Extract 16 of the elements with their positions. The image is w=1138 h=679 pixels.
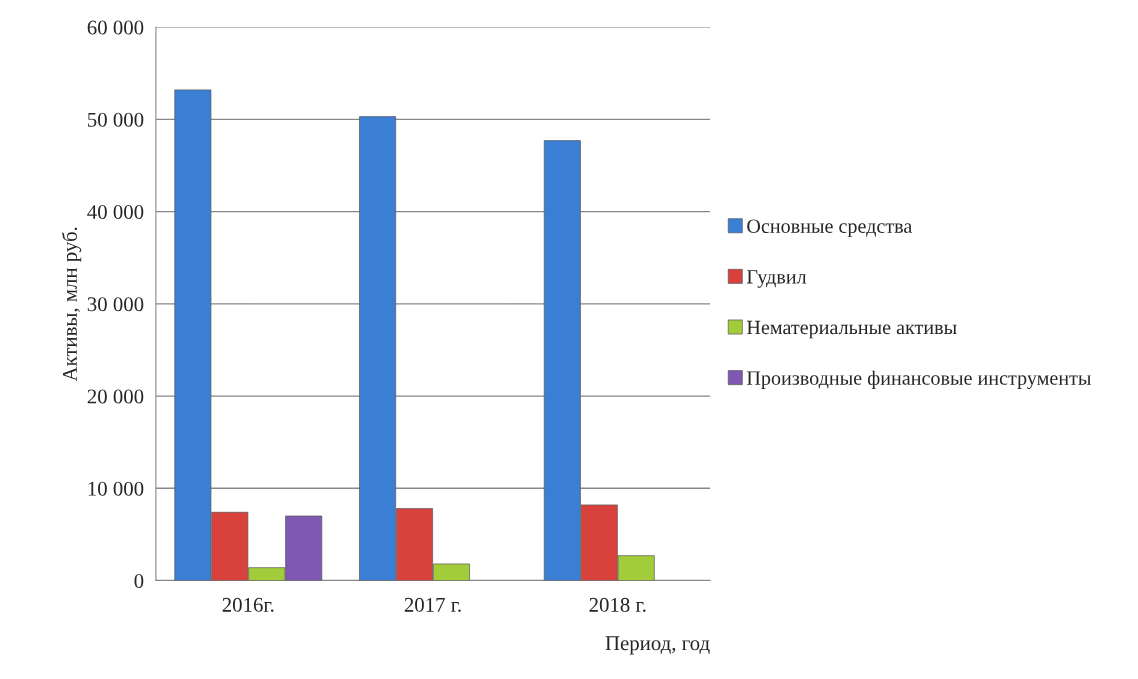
legend-label: Основные средства bbox=[747, 219, 913, 238]
legend-label: Производные финансовые инструменты bbox=[746, 370, 1091, 390]
x-tick-label: 2016г. bbox=[222, 597, 274, 612]
y-tick-label: 10 000 bbox=[88, 481, 144, 496]
x-tick-label: 2017 г. bbox=[404, 597, 461, 612]
legend-label: Нематериальные активы bbox=[746, 320, 957, 339]
y-tick-label: 60 000 bbox=[87, 20, 144, 35]
y-tick-label: 50 000 bbox=[88, 112, 144, 127]
y-axis-title: Активы, млн руб. bbox=[61, 227, 82, 382]
x-axis-title: Период, год bbox=[605, 636, 710, 655]
y-tick-label: 30 000 bbox=[87, 297, 144, 312]
x-tick-label: 2018 г. bbox=[589, 597, 646, 612]
y-tick-label: 0 bbox=[134, 573, 144, 588]
y-tick-label: 40 000 bbox=[87, 205, 144, 220]
legend-label: Гудвил bbox=[746, 270, 807, 288]
y-tick-label: 20 000 bbox=[87, 389, 144, 404]
